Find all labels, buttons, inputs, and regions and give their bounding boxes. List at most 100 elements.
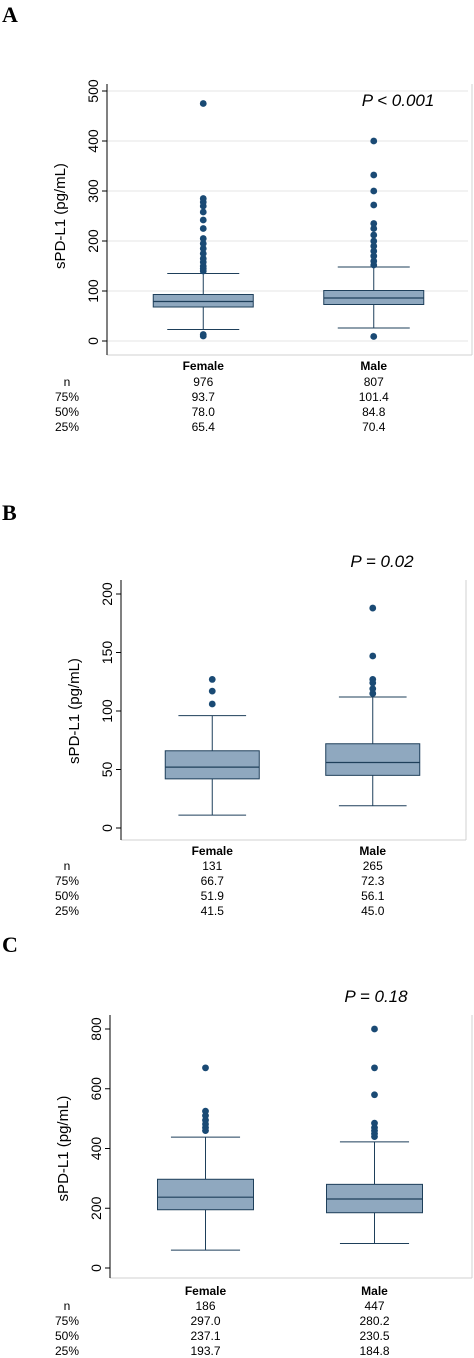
panel-a-female-outlier xyxy=(199,100,207,107)
panel-a-female-outlier xyxy=(199,240,207,247)
panel-c-tick-label: 400 xyxy=(88,1137,104,1161)
panel-a-male-outlier xyxy=(370,242,378,250)
panel-b-male-stat-value: 265 xyxy=(363,859,383,873)
panel-c-male-stat-value: 447 xyxy=(364,1299,384,1313)
panel-c-male-outlier xyxy=(371,1025,378,1033)
panel-b-male-stat-value: 45.0 xyxy=(361,904,385,918)
panel-c-y-axis-label: sPD-L1 (pg/mL) xyxy=(55,1096,72,1202)
panel-a-female-stat-value: 976 xyxy=(193,375,213,389)
panel-b-p-value: P = 0.02 xyxy=(350,552,414,571)
panel-a-female-outlier xyxy=(199,195,207,202)
panel-a-male-outlier xyxy=(370,257,378,265)
panel-b-female-stat-value: 41.5 xyxy=(201,904,225,918)
panel-b-tick-label: 150 xyxy=(99,641,115,665)
panel-a-female-category-label: Female xyxy=(183,359,225,373)
panel-b-male-stat-value: 72.3 xyxy=(361,874,385,888)
panel-c-male-stat-value: 184.8 xyxy=(359,1344,389,1358)
panel-b-tick-label: 100 xyxy=(99,699,115,723)
panel-a-stat-row-label: 75% xyxy=(55,390,79,404)
panel-c-female-stat-value: 237.1 xyxy=(190,1329,220,1343)
panel-a-female-outlier xyxy=(199,255,207,262)
panel-a-stat-row-label: 25% xyxy=(55,420,79,434)
panel-a-female-stat-value: 65.4 xyxy=(192,420,216,434)
panel-a-female-outlier xyxy=(199,225,207,232)
panel-a-tick-label: 500 xyxy=(85,79,101,103)
panel-b-male-outlier xyxy=(369,676,377,683)
panel-a-female-outlier xyxy=(199,331,207,338)
panel-a-tick-label: 200 xyxy=(85,229,101,253)
panel-a-female-stat-value: 93.7 xyxy=(192,390,216,404)
panel-a-male-outlier xyxy=(370,171,378,179)
panel-a-male-outlier xyxy=(370,201,378,209)
panel-a-female-outlier xyxy=(199,235,207,242)
panel-a-male-outlier xyxy=(370,220,378,227)
panel-c-male-stat-value: 280.2 xyxy=(359,1314,389,1328)
panel-a-female-outlier xyxy=(199,245,207,252)
panel-b-stat-row-label: 50% xyxy=(55,889,79,903)
panel-c-male-outlier xyxy=(371,1091,378,1099)
panel-c-tick-label: 200 xyxy=(88,1196,104,1220)
panel-b-male-outlier xyxy=(369,690,377,697)
panel-a-male-outlier xyxy=(370,237,378,245)
panel-b-letter: B xyxy=(2,500,17,525)
panel-a-tick-label: 300 xyxy=(85,179,101,203)
panel-a-male-stat-value: 70.4 xyxy=(362,420,386,434)
panel-c-male-category-label: Male xyxy=(361,1284,388,1298)
panel-c-stat-row-label: n xyxy=(64,1299,71,1313)
panel-c-tick-label: 0 xyxy=(88,1264,104,1272)
panel-b-stat-row-label: n xyxy=(64,859,71,873)
panel-a-stat-row-label: 50% xyxy=(55,405,79,419)
panel-c-male-stat-value: 230.5 xyxy=(359,1329,389,1343)
panel-a-male-stat-value: 807 xyxy=(364,375,384,389)
panel-a-male-stat-value: 84.8 xyxy=(362,405,386,419)
panel-b-stat-row-label: 75% xyxy=(55,874,79,888)
panel-b-male-category-label: Male xyxy=(359,844,386,858)
panel-b-female-outlier xyxy=(208,700,216,708)
panel-a-letter: A xyxy=(2,2,18,27)
panel-a-female-outlier xyxy=(199,208,207,216)
panel-c-female-outlier xyxy=(202,1064,209,1072)
panel-a-male-stat-value: 101.4 xyxy=(359,390,389,404)
panel-b-male-outlier xyxy=(369,604,377,612)
panel-c-female-stat-value: 297.0 xyxy=(190,1314,220,1328)
panel-b-female-stat-value: 131 xyxy=(202,859,222,873)
panel-b-male-outlier xyxy=(369,652,377,660)
panel-c-stat-row-label: 50% xyxy=(55,1329,79,1343)
panel-c-female-stat-value: 186 xyxy=(195,1299,215,1313)
panel-b-tick-label: 50 xyxy=(99,762,115,778)
panel-b-tick-label: 0 xyxy=(99,824,115,832)
panel-a-male-category-label: Male xyxy=(360,359,387,373)
panel-a-male-outlier xyxy=(370,252,378,260)
panel-c-male-outlier xyxy=(371,1119,378,1127)
panel-c-letter: C xyxy=(2,932,18,957)
panel-b-y-axis-label: sPD-L1 (pg/mL) xyxy=(66,658,83,764)
panel-a-male-outlier xyxy=(370,247,378,255)
panel-c-female-outlier xyxy=(202,1107,209,1115)
panel-b-female-category-label: Female xyxy=(192,844,234,858)
panel-b-male-stat-value: 56.1 xyxy=(361,889,385,903)
panel-c-female-category-label: Female xyxy=(185,1284,227,1298)
panel-a-male-outlier xyxy=(370,187,378,195)
panel-a-tick-label: 0 xyxy=(85,337,101,345)
panel-b-female-box xyxy=(164,750,260,780)
panel-a-female-box xyxy=(152,294,254,308)
panel-a-male-outlier xyxy=(370,333,378,340)
panel-b-female-stat-value: 66.7 xyxy=(201,874,225,888)
panel-c-tick-label: 800 xyxy=(88,1017,104,1041)
panel-c-stat-row-label: 75% xyxy=(55,1314,79,1328)
panel-c-p-value: P = 0.18 xyxy=(344,987,408,1006)
panel-c-male-outlier xyxy=(371,1064,378,1072)
panel-a-stat-row-label: n xyxy=(64,375,71,389)
panel-a-tick-label: 100 xyxy=(85,279,101,303)
panel-b-tick-label: 200 xyxy=(99,582,115,606)
panel-a-female-outlier xyxy=(199,216,207,224)
panel-c-female-stat-value: 193.7 xyxy=(190,1344,220,1358)
panel-b-male-outlier xyxy=(369,685,377,693)
panel-c-tick-label: 600 xyxy=(88,1077,104,1101)
panel-a-male-outlier xyxy=(370,137,378,145)
panel-a-p-value: P < 0.001 xyxy=(362,91,435,110)
panel-b-stat-row-label: 25% xyxy=(55,904,79,918)
panel-a-y-axis-label: sPD-L1 (pg/mL) xyxy=(52,163,69,269)
panel-a-male-outlier xyxy=(370,231,378,239)
